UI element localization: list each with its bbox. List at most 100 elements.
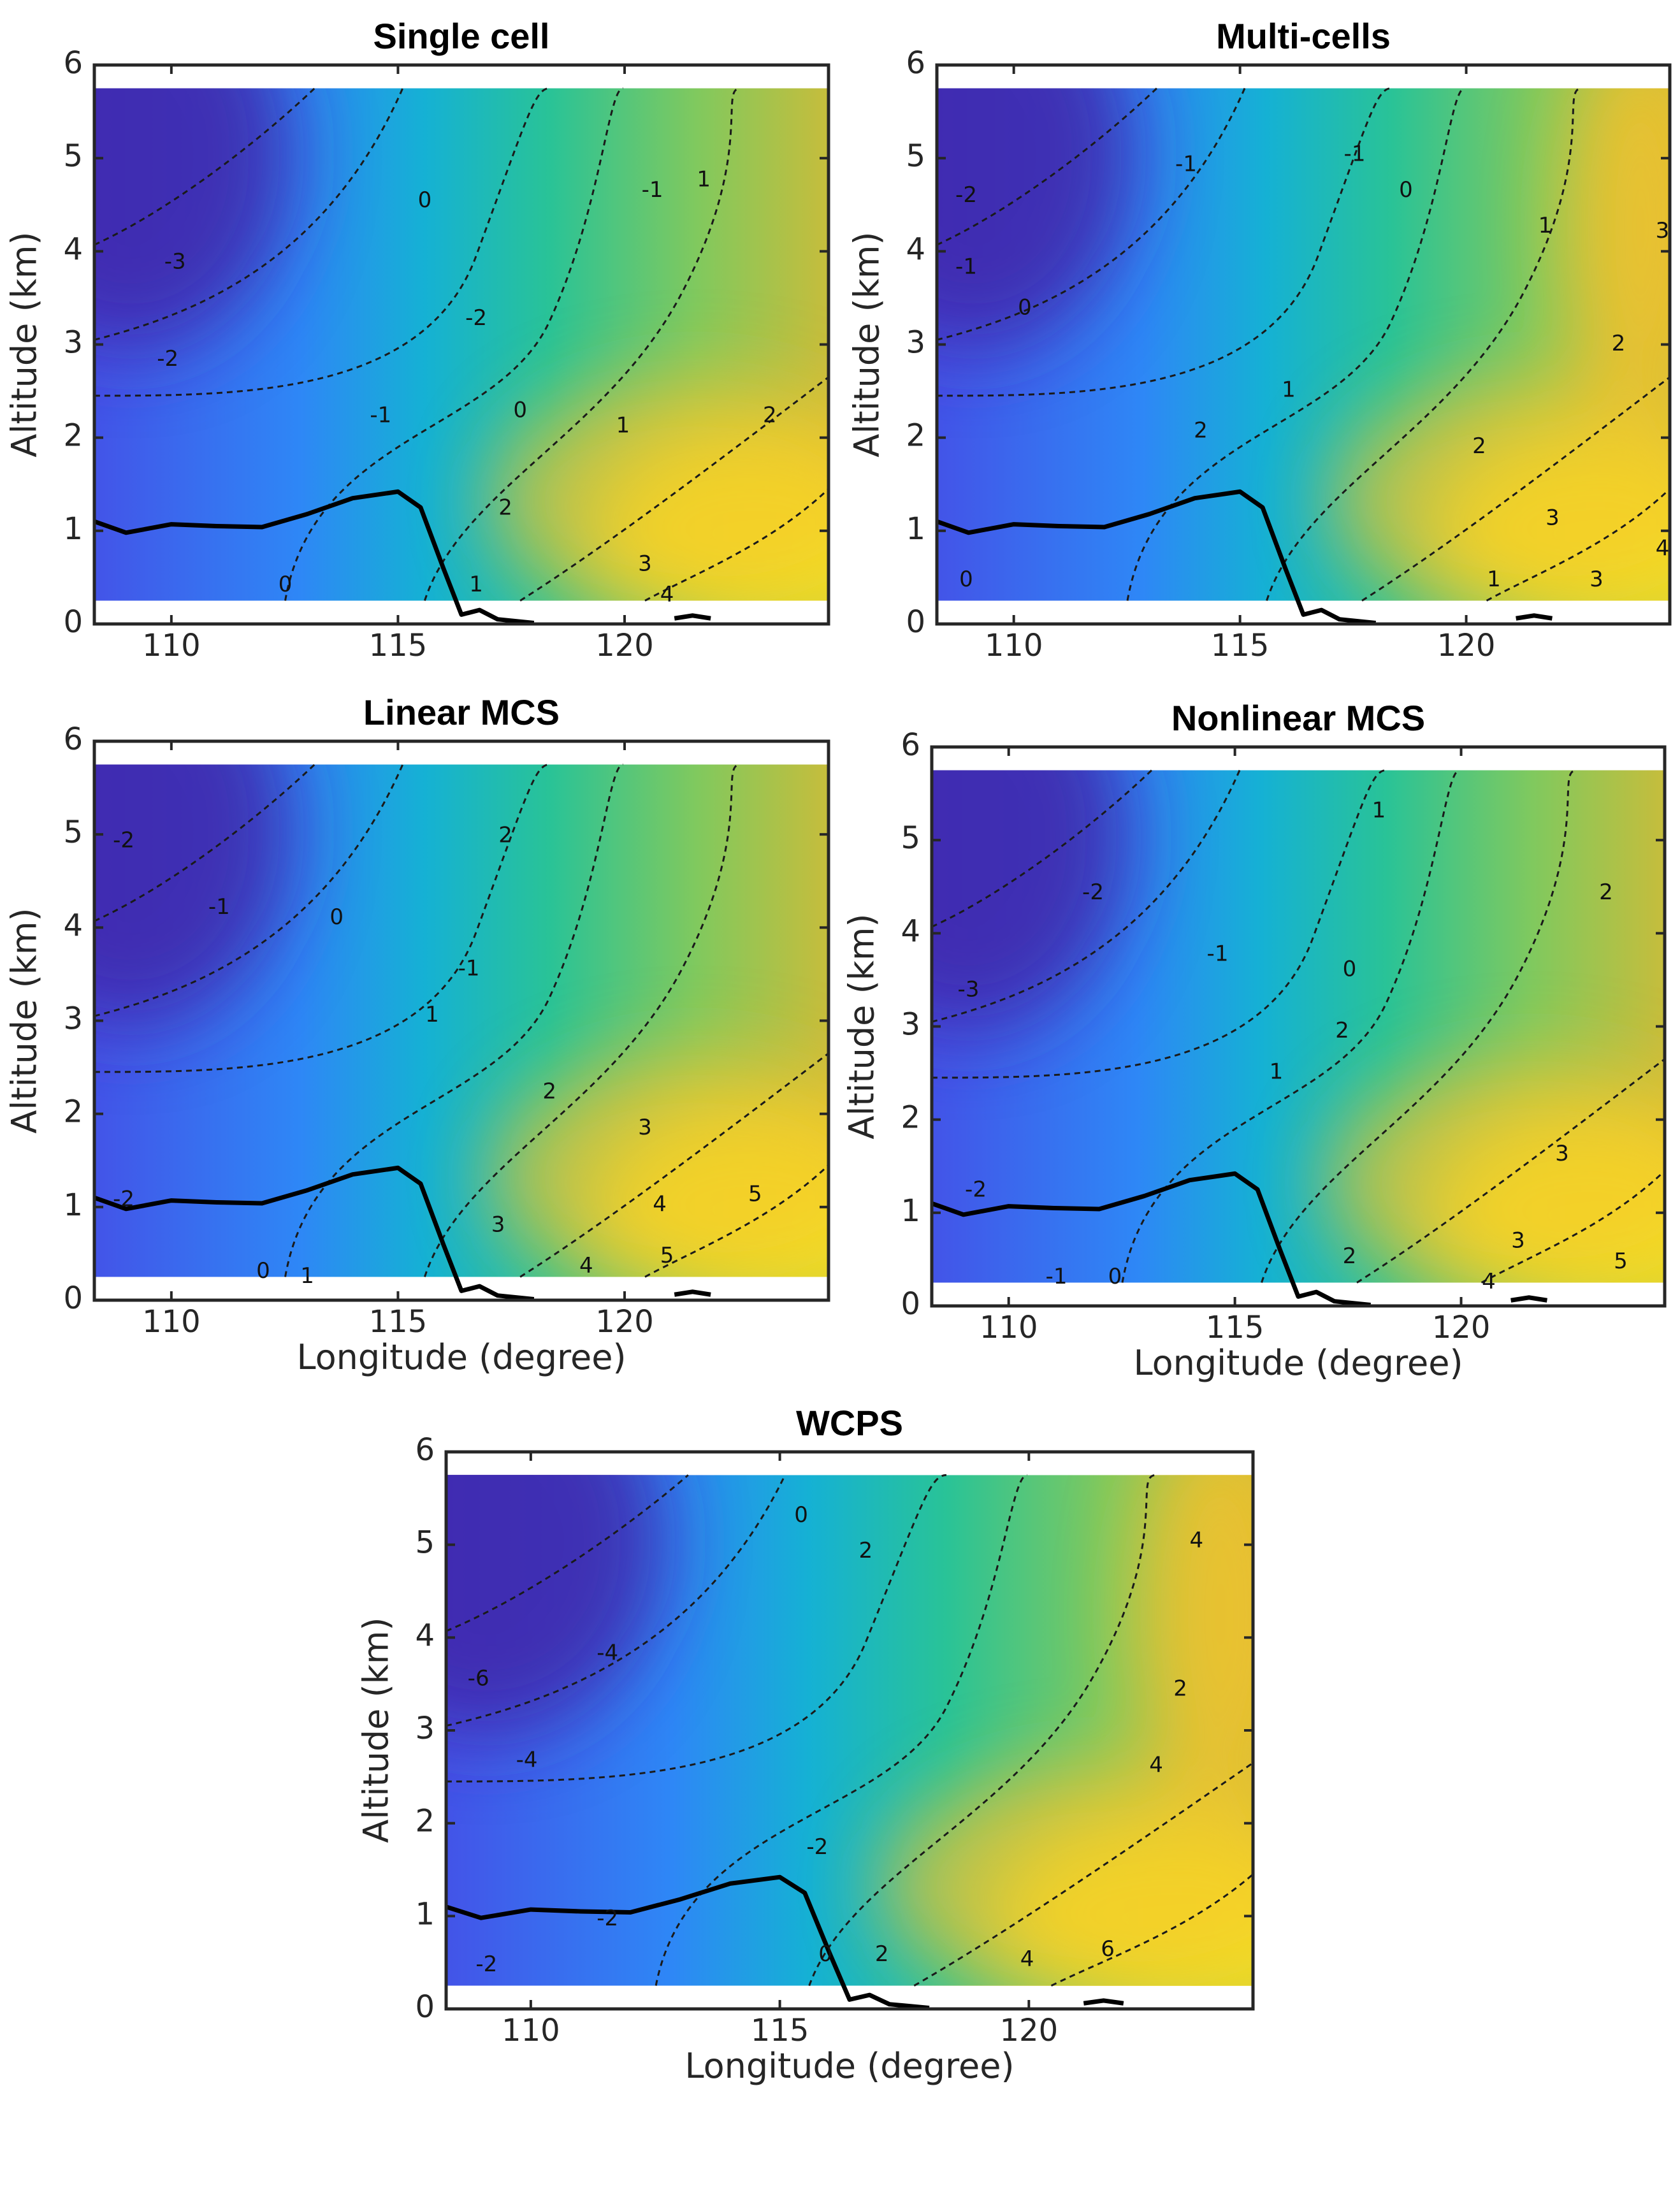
linear-mcs-y-axis-title: Altitude (km) [4,907,45,1134]
contour-label: -2 [465,305,487,331]
contour-label: -4 [516,1748,538,1773]
multi-cells-y-axis-title: Altitude (km) [846,231,887,458]
wcps-x-axis-title: Longitude (degree) [684,2046,1015,2086]
contour-label: -1 [1207,941,1229,966]
contour-label: -2 [1082,880,1104,905]
heatmap-field [446,1475,1253,1986]
multi-cells-plot: -2 -1 -1 -1 0 0 0 1 1 1 2 2 2 3 3 3 4 0 1 2 3 4 5 6 110 115 120 [906,45,1672,663]
contour-label: 2 [858,1538,873,1563]
contour-label: 0 [1108,1264,1122,1289]
contour-label: 0 [279,572,293,597]
y-tick-label: 6 [901,727,920,763]
contour-label: 4 [1482,1269,1496,1294]
contour-label: 4 [1190,1528,1204,1553]
nonlinear-mcs-title: Nonlinear MCS [1171,698,1426,738]
contour-label: 2 [498,495,512,520]
contour-label: 0 [1399,177,1413,203]
contour-label: -1 [642,177,663,203]
y-tick-label: 4 [906,231,925,267]
y-tick-label: 4 [63,231,83,267]
contour-label: 1 [469,572,483,597]
y-tick-label: 0 [63,604,83,640]
y-tick-label: 3 [901,1007,920,1043]
contour-label: -1 [1344,141,1366,167]
x-tick-label: 110 [142,628,201,663]
contour-label: 3 [1589,567,1604,592]
single-cell-title: Single cell [373,16,550,56]
contour-label: 2 [1612,331,1626,356]
y-tick-label: 3 [63,325,83,361]
contour-label: 4 [1149,1753,1163,1778]
x-tick-label: 110 [985,628,1043,663]
y-tick-label: 4 [901,913,920,949]
y-tick-label: 0 [415,1989,435,2025]
y-tick-label: 4 [415,1618,435,1653]
y-tick-label: 2 [901,1100,920,1136]
nonlinear-mcs-y-axis-title: Altitude (km) [841,913,882,1140]
contour-label: 1 [1372,797,1386,823]
contour-label: 5 [660,1243,674,1268]
contour-label: 2 [763,403,777,428]
contour-label: 6 [1101,1936,1115,1962]
x-tick-label: 120 [595,628,654,663]
y-tick-label: 0 [906,604,925,640]
y-tick-label: 1 [906,511,925,547]
contour-label: 2 [875,1941,889,1967]
contour-label: 2 [1335,1018,1349,1043]
contour-label: 4 [653,1191,667,1217]
contour-label: 2 [1173,1676,1187,1701]
x-tick-label: 115 [1206,1310,1264,1345]
contour-label: 0 [794,1502,808,1528]
x-tick-label: 110 [502,2013,560,2048]
contour-lines [445,1474,1254,1987]
terrain-island [1510,1295,1547,1303]
nonlinear-mcs-x-axis-title: Longitude (degree) [1133,1343,1463,1383]
y-tick-label: 2 [415,1804,435,1839]
contour-label: -6 [468,1665,489,1691]
contour-label: -1 [1046,1264,1068,1289]
single-cell-y-axis-title: Altitude (km) [4,231,45,458]
x-tick-label: 120 [1437,628,1496,663]
contour-label: 5 [748,1181,762,1206]
y-tick-label: 1 [901,1193,920,1229]
contour-label: 4 [1020,1946,1034,1972]
contour-label: 0 [959,567,973,592]
y-tick-label: 2 [63,418,83,454]
heatmap-field [94,764,829,1277]
y-tick-label: 3 [415,1711,435,1746]
contour-label: 0 [818,1941,832,1967]
y-tick-label: 2 [63,1094,83,1130]
wcps-title: WCPS [796,1403,903,1443]
contour-label: 3 [638,551,652,577]
terrain-profile [931,1171,1371,1307]
terrain-profile [93,1165,535,1301]
contour-lines [94,764,830,1278]
y-tick-label: 1 [63,511,83,547]
heatmap-field [937,88,1670,601]
contour-label: 2 [1343,1243,1357,1269]
x-tick-label: 120 [1432,1310,1491,1345]
contour-label: 2 [1194,418,1208,444]
y-tick-label: 2 [906,418,925,454]
heatmap-field [932,770,1665,1283]
x-tick-label: 115 [369,1304,428,1340]
terrain-profile [445,1874,930,2010]
contour-label: 2 [542,1079,556,1105]
contour-label: 3 [1511,1228,1525,1254]
terrain-profile [936,489,1376,625]
contour-label: 0 [329,904,344,930]
terrain-profile [93,489,535,625]
terrain-island [1516,613,1553,621]
linear-mcs-title: Linear MCS [363,692,560,732]
y-tick-label: 4 [63,908,83,943]
contour-label: -2 [965,1177,987,1202]
contour-label: 3 [491,1212,505,1238]
contour-label: -1 [458,956,480,982]
contour-label: 0 [418,187,432,213]
contour-label: -3 [164,249,186,274]
linear-mcs-plot: -2 -2 -1 -1 0 0 1 1 2 2 3 3 4 4 5 5 0 1 2 3 4 5 6 110 115 120 [63,721,830,1340]
contour-label: -1 [370,403,391,428]
contour-label: 1 [1270,1059,1284,1084]
y-tick-label: 3 [63,1001,83,1037]
